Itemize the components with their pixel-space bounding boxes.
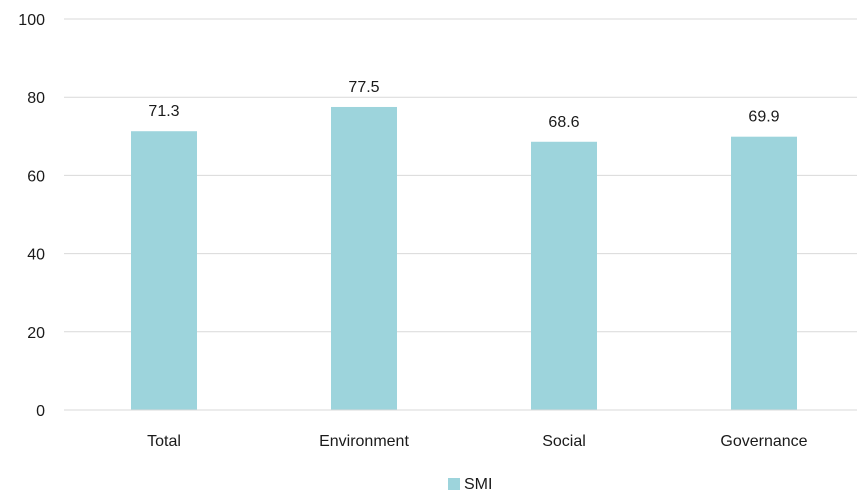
data-labels: 71.3 77.5 68.6 69.9 — [148, 79, 779, 131]
data-label-total: 71.3 — [148, 103, 179, 120]
bar-total — [131, 131, 197, 411]
x-tick-label-environment: Environment — [319, 433, 409, 450]
data-label-governance: 69.9 — [748, 109, 779, 126]
data-label-environment: 77.5 — [348, 79, 379, 96]
bar-governance — [731, 136, 797, 411]
x-axis-categories: Total Environment Social Governance — [147, 433, 808, 450]
legend: SMI — [448, 476, 492, 493]
y-tick-label: 20 — [27, 325, 45, 342]
x-tick-label-governance: Governance — [720, 433, 807, 450]
bar-environment — [331, 106, 397, 410]
y-tick-label: 80 — [27, 90, 45, 107]
y-tick-label: 60 — [27, 168, 45, 185]
legend-label-smi: SMI — [464, 476, 492, 493]
bar-social — [531, 141, 597, 411]
y-tick-label: 100 — [18, 12, 45, 29]
legend-swatch-smi — [448, 478, 460, 490]
y-tick-label: 0 — [36, 403, 45, 420]
data-label-social: 68.6 — [548, 114, 579, 131]
x-tick-label-total: Total — [147, 433, 181, 450]
y-axis-ticks: 0 20 40 60 80 100 — [18, 12, 45, 420]
bars — [64, 106, 857, 411]
x-tick-label-social: Social — [542, 433, 586, 450]
y-tick-label: 40 — [27, 247, 45, 264]
